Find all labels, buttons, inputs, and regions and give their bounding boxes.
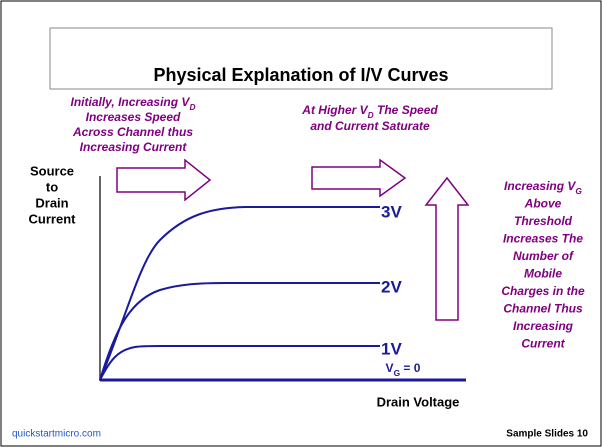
y-axis-label: Current — [29, 211, 77, 226]
text-part: D — [368, 110, 374, 120]
text-part: Initially, Increasing V — [71, 95, 191, 109]
curve-label: 3V — [381, 202, 402, 221]
label: Increases Speed — [86, 110, 181, 124]
label: Current — [521, 337, 565, 351]
label: VG = 0 — [386, 361, 421, 378]
title-box — [49, 27, 553, 90]
label: Threshold — [514, 214, 573, 228]
y-axis-label: Source — [30, 163, 74, 178]
up-arrow — [424, 176, 470, 321]
label: Increasing VG — [504, 179, 582, 196]
text-part: Current — [521, 337, 565, 351]
text-part: Increases The — [503, 232, 583, 246]
text-part: Mobile — [524, 267, 562, 281]
curve — [99, 282, 380, 381]
curves — [99, 206, 380, 381]
label: Number of — [513, 249, 574, 263]
curve-label: 1V — [381, 339, 402, 358]
label: and Current Saturate — [310, 119, 430, 133]
label: At Higher VD The Speed — [301, 103, 438, 120]
label: Channel Thus — [503, 302, 583, 316]
y-axis-label: Drain — [35, 195, 68, 210]
footer-right: Sample Slides 10 — [506, 429, 588, 440]
text-part: Increasing — [513, 319, 574, 333]
text-part: The Speed — [374, 103, 439, 117]
text-part: V — [386, 361, 394, 375]
right-arrow — [116, 158, 212, 202]
text-part: and Current Saturate — [310, 119, 430, 133]
text-part: Number of — [513, 249, 574, 263]
text-part: G — [394, 368, 401, 378]
text-part: = 0 — [400, 361, 421, 375]
text-part: D — [189, 102, 195, 112]
curve-label: 2V — [381, 277, 402, 296]
arrows — [116, 158, 470, 321]
label: Mobile — [524, 267, 562, 281]
text-part: Charges in the — [501, 284, 585, 298]
text-part: Above — [524, 197, 562, 211]
text-part: G — [575, 186, 582, 196]
y-axis-label: to — [46, 179, 58, 194]
text-part: Increasing Current — [80, 140, 188, 154]
footer-left: quickstartmicro.com — [12, 429, 101, 440]
text-part: Increases Speed — [86, 110, 181, 124]
label: Above — [524, 197, 562, 211]
right-arrow — [311, 158, 407, 198]
text-part: Across Channel thus — [72, 125, 193, 139]
label: Charges in the — [501, 284, 585, 298]
label: Increasing — [513, 319, 574, 333]
curve — [99, 345, 380, 381]
text-part: At Higher V — [301, 103, 368, 117]
label: Initially, Increasing VD — [71, 95, 196, 112]
x-axis-label: Drain Voltage — [377, 394, 460, 409]
title: Physical Explanation of I/V Curves — [153, 65, 448, 85]
label: Increases The — [503, 232, 583, 246]
label: Increasing Current — [80, 140, 188, 154]
text-part: Threshold — [514, 214, 573, 228]
label: Across Channel thus — [72, 125, 193, 139]
text-part: Channel Thus — [503, 302, 583, 316]
text-part: Increasing V — [504, 179, 576, 193]
